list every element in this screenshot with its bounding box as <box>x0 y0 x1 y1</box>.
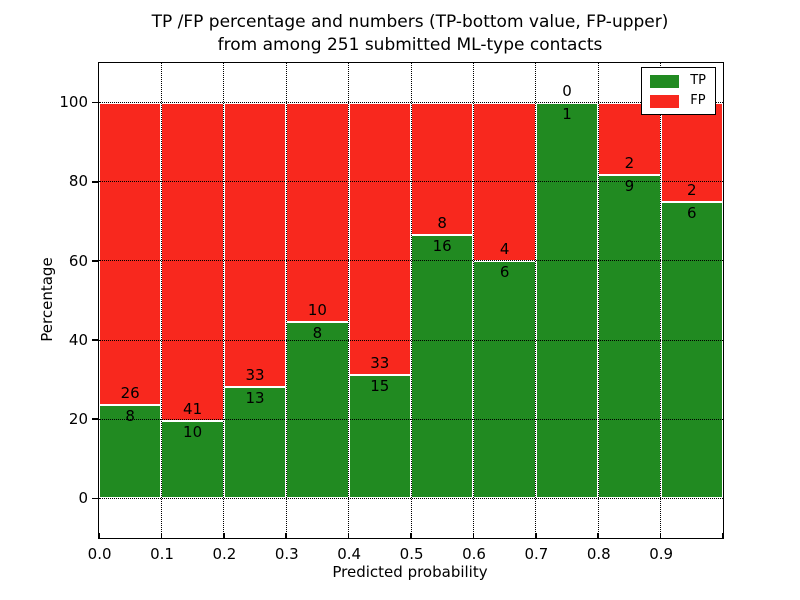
fp-bar-segment <box>286 102 349 323</box>
fp-count-label: 0 <box>562 81 572 100</box>
legend-item-tp: TP <box>650 74 706 88</box>
tp-legend-swatch <box>650 74 680 88</box>
fp-count-label: 26 <box>120 384 140 403</box>
tp-count-label: 8 <box>312 324 323 343</box>
tp-bar-segment <box>348 374 411 499</box>
x-tick-label: 0.2 <box>212 545 237 563</box>
tp-count-label: 8 <box>125 407 135 426</box>
fp-count-label: 4 <box>499 239 510 258</box>
fp-count-label: 41 <box>183 399 203 418</box>
tp-bar-segment <box>598 174 661 499</box>
tp-bar-segment <box>99 405 162 499</box>
legend-item-fp: FP <box>650 94 706 108</box>
y-tick-mark <box>92 339 98 341</box>
fp-count-label: 2 <box>624 153 635 172</box>
plot-area: 26 8 41 10 33 13 10 8 33 15 8 16 4 6 0 1 2 9 2 6 TP FP <box>92 62 724 539</box>
tp-count-label: 6 <box>499 262 510 281</box>
y-tick-label: 20 <box>68 409 88 428</box>
chart-title: TP /FP percentage and numbers (TP-bottom… <box>88 11 732 57</box>
tp-bar-segment <box>473 260 536 499</box>
fp-count-label: 33 <box>370 353 390 372</box>
tp-count-label: 16 <box>432 236 452 255</box>
fp-count-label: 10 <box>307 301 327 320</box>
chart-title-line1: TP /FP percentage and numbers (TP-bottom… <box>151 12 669 32</box>
legend: TP FP <box>641 67 716 115</box>
fp-bar-segment <box>348 102 411 375</box>
fp-bar-segment <box>660 102 723 202</box>
y-tick-mark <box>92 101 98 104</box>
bars-layer <box>99 63 723 538</box>
tp-count-label: 6 <box>687 203 697 222</box>
tp-bar-segment <box>286 322 349 499</box>
x-tick-label: 0.1 <box>150 545 174 563</box>
fp-legend-swatch <box>650 94 680 108</box>
x-tick-label: 0.9 <box>649 545 674 563</box>
x-tick-mark <box>722 533 724 538</box>
tp-bar-segment <box>161 420 224 499</box>
y-tick-label: 80 <box>68 172 88 191</box>
y-axis-label: Percentage <box>38 257 56 342</box>
y-tick-mark <box>92 418 98 421</box>
tp-count-label: 10 <box>183 422 203 441</box>
fp-bar-segment <box>411 102 474 235</box>
fp-count-label: 33 <box>245 365 265 384</box>
fp-count-label: 8 <box>437 213 447 232</box>
y-tick-label: 60 <box>68 251 88 270</box>
x-tick-label: 0.3 <box>274 545 299 563</box>
x-tick-label: 0.5 <box>399 545 424 563</box>
tp-count-label: 1 <box>562 104 572 123</box>
tp-bar-segment <box>660 201 723 499</box>
fp-count-label: 2 <box>687 180 697 199</box>
x-tick-mark <box>98 533 100 538</box>
fp-bar-segment <box>99 102 162 406</box>
tp-bar-segment <box>411 234 474 499</box>
y-tick-mark <box>92 180 98 183</box>
tp-count-label: 9 <box>624 176 635 195</box>
bar-count-labels-layer: 26 8 41 10 33 13 10 8 33 15 8 16 4 6 0 1 2 9 2 6 <box>99 63 723 538</box>
y-tick-mark <box>92 497 98 500</box>
tp-count-label: 15 <box>370 376 390 395</box>
tp-count-label: 13 <box>245 388 265 407</box>
tp-bar-segment <box>535 102 599 499</box>
x-axis-label: Predicted probability <box>332 563 488 581</box>
fp-bar-segment <box>223 102 287 387</box>
tp-bar-segment <box>223 386 287 499</box>
y-tick-mark <box>92 260 98 262</box>
y-tick-label: 100 <box>59 93 88 112</box>
legend-label-fp: FP <box>690 93 706 108</box>
y-tick-label: 40 <box>68 330 88 349</box>
x-tick-label: 0.6 <box>462 545 486 563</box>
x-tick-label: 0.8 <box>586 545 611 563</box>
fp-bar-segment <box>161 102 224 421</box>
legend-label-tp: TP <box>690 73 706 88</box>
chart-title-line2: from among 251 submitted ML-type contact… <box>217 35 603 55</box>
x-tick-label: 0.7 <box>524 545 549 563</box>
x-tick-label: 0.4 <box>337 545 362 563</box>
x-tick-label: 0.0 <box>87 545 112 563</box>
y-tick-label: 0 <box>78 489 88 507</box>
